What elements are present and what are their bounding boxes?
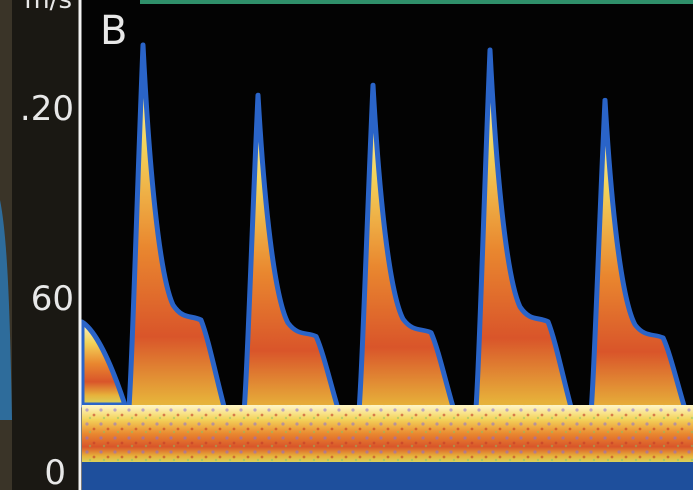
scale-tick: 60	[31, 279, 74, 319]
top-border	[140, 0, 693, 4]
unit-label: m/s	[24, 0, 72, 15]
panel-label: B	[100, 8, 127, 54]
scale-strip	[0, 0, 80, 490]
adjacent-panel-edge	[0, 200, 12, 420]
baseline-band	[82, 462, 693, 490]
scale-tick: 0	[44, 453, 66, 490]
diastolic-speckle	[82, 405, 693, 463]
spectral-waveform	[79, 45, 693, 450]
scale-tick: .20	[20, 89, 74, 129]
